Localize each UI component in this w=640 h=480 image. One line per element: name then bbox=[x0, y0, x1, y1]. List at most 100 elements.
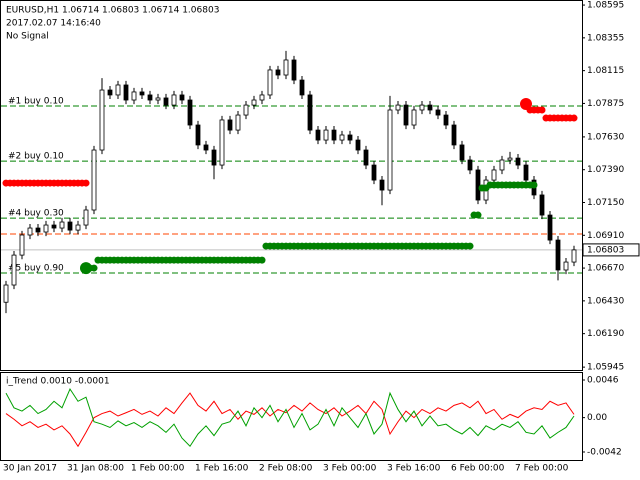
chart-title: EURUSD,H1 1.06714 1.06803 1.06714 1.0680… bbox=[6, 6, 219, 16]
stop-dot-fill bbox=[22, 179, 30, 187]
candle-body bbox=[131, 91, 137, 101]
level-label: #4 buy 0.30 bbox=[8, 209, 64, 219]
stop-dot-fill bbox=[190, 256, 198, 264]
stop-dot-fill bbox=[318, 242, 326, 250]
candle-body bbox=[459, 144, 465, 161]
stop-dot-fill bbox=[182, 256, 190, 264]
candle-body bbox=[499, 159, 505, 171]
stop-dot-fill bbox=[550, 114, 558, 122]
stop-dot-fill bbox=[142, 256, 150, 264]
y-tick-label: 1.08595 bbox=[587, 1, 624, 11]
indicator-title: i_Trend 0.0010 -0.0001 bbox=[6, 377, 110, 387]
stop-dot-fill bbox=[462, 242, 470, 250]
stop-dot-fill bbox=[158, 256, 166, 264]
candle-body bbox=[307, 94, 313, 131]
candle-body bbox=[395, 104, 401, 111]
stop-dot-fill bbox=[166, 256, 174, 264]
indicator-line bbox=[5, 392, 575, 448]
candle-body bbox=[291, 59, 297, 81]
candle-body bbox=[115, 84, 121, 96]
stop-dot-fill bbox=[118, 256, 126, 264]
stop-dot-fill bbox=[94, 256, 102, 264]
candle-body bbox=[515, 157, 521, 166]
candle-body bbox=[571, 249, 577, 263]
candle-body bbox=[363, 149, 369, 166]
stop-dot-fill bbox=[270, 242, 278, 250]
candle-body bbox=[163, 97, 169, 106]
candle-body bbox=[75, 224, 81, 231]
stop-dot-fill bbox=[238, 256, 246, 264]
candle-body bbox=[67, 221, 73, 231]
candle-body bbox=[139, 91, 145, 96]
x-tick-label: 3 Feb 16:00 bbox=[387, 464, 441, 474]
stop-dot-fill bbox=[502, 181, 510, 189]
candle-body bbox=[251, 99, 257, 106]
chart-subtitle: 2017.02.07 14:16:40 bbox=[6, 19, 101, 29]
candle-body bbox=[563, 261, 569, 271]
stop-dot-fill bbox=[102, 256, 110, 264]
stop-dot-fill bbox=[374, 242, 382, 250]
stop-dot-fill bbox=[494, 181, 502, 189]
candle-body bbox=[403, 104, 409, 126]
stop-dot-fill bbox=[526, 106, 534, 114]
stop-dot-fill bbox=[478, 184, 486, 192]
y-tick-label: 1.06670 bbox=[587, 264, 624, 274]
candle-body bbox=[51, 224, 57, 229]
candle-body bbox=[315, 129, 321, 141]
candle-body bbox=[59, 221, 65, 229]
price-label-box bbox=[582, 243, 640, 257]
stop-dot-fill bbox=[134, 256, 142, 264]
level-label: #1 buy 0.10 bbox=[8, 97, 64, 107]
candle-body bbox=[107, 89, 113, 96]
candle-body bbox=[83, 209, 89, 226]
stop-dot-fill bbox=[62, 179, 70, 187]
candle-body bbox=[347, 134, 353, 141]
stop-dot-fill bbox=[86, 264, 94, 272]
y-tick-label: 1.07150 bbox=[587, 198, 624, 208]
y-tick-label: 1.06910 bbox=[587, 231, 624, 241]
main-pane-frame bbox=[0, 0, 583, 371]
candle-body bbox=[475, 169, 481, 201]
candle-body bbox=[523, 164, 529, 181]
candle-body bbox=[11, 254, 17, 286]
indicator-line bbox=[5, 387, 575, 448]
price-label: 1.06803 bbox=[587, 245, 624, 255]
stop-dot-fill bbox=[214, 256, 222, 264]
candle-body bbox=[331, 129, 337, 141]
stop-dot-fill bbox=[526, 181, 534, 189]
candle-body bbox=[219, 119, 225, 166]
stop-dot-fill bbox=[366, 242, 374, 250]
stop-dot-fill bbox=[310, 242, 318, 250]
y-tick-label: 1.07390 bbox=[587, 165, 624, 175]
stop-dot-fill bbox=[510, 181, 518, 189]
x-tick-label: 30 Jan 2017 bbox=[3, 464, 57, 474]
candle-body bbox=[379, 179, 385, 191]
y-tick-label: 0.0046 bbox=[587, 376, 619, 386]
y-tick-label: 1.06190 bbox=[587, 329, 624, 339]
candle-body bbox=[467, 159, 473, 171]
stop-dot-fill bbox=[430, 242, 438, 250]
stop-dot-fill bbox=[406, 242, 414, 250]
level-label: #2 buy 0.10 bbox=[8, 152, 64, 162]
candle-body bbox=[275, 69, 281, 76]
stop-dot-fill bbox=[222, 256, 230, 264]
stop-dot-fill bbox=[110, 256, 118, 264]
level-label: #5 buy 0.90 bbox=[8, 263, 64, 273]
stop-dot-fill bbox=[302, 242, 310, 250]
candle-body bbox=[155, 97, 161, 101]
stop-dot-fill bbox=[126, 256, 134, 264]
stop-dot-fill bbox=[6, 179, 14, 187]
stop-dot-fill bbox=[334, 242, 342, 250]
stop-dot-fill bbox=[246, 256, 254, 264]
candle-body bbox=[203, 144, 209, 151]
y-tick-label: 1.07875 bbox=[587, 99, 624, 109]
stop-dot-fill bbox=[382, 242, 390, 250]
x-tick-label: 1 Feb 16:00 bbox=[195, 464, 249, 474]
candle-body bbox=[123, 84, 129, 101]
candle-body bbox=[419, 104, 425, 111]
y-tick-label: 1.07630 bbox=[587, 132, 624, 142]
stop-dot-fill bbox=[38, 179, 46, 187]
stop-dot-fill bbox=[198, 256, 206, 264]
x-tick-label: 7 Feb 00:00 bbox=[515, 464, 569, 474]
